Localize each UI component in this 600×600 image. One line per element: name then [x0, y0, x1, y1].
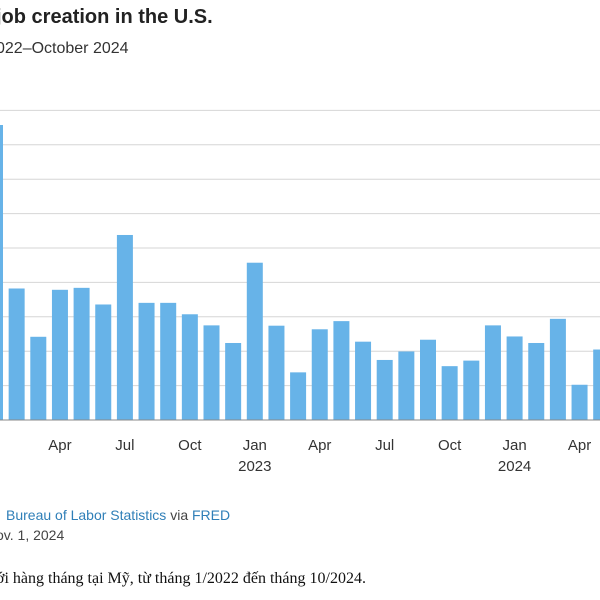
x-tick-label: Jul	[375, 437, 394, 454]
bar	[116, 234, 133, 420]
bar	[160, 302, 177, 420]
x-tick-label: Apr	[568, 437, 591, 454]
bar	[376, 359, 393, 420]
x-tick-label: Jan	[503, 437, 527, 454]
bar	[290, 372, 307, 420]
x-tick-label: Oct	[178, 437, 202, 454]
bar	[571, 384, 588, 420]
source-line: Bureau of Labor Statistics via FRED	[6, 507, 230, 523]
x-tick-label: Jan	[243, 437, 267, 454]
source-via: via	[166, 507, 192, 523]
bar	[268, 325, 285, 420]
bar	[398, 351, 415, 420]
bar	[203, 325, 220, 420]
bar	[311, 329, 328, 420]
x-year-label: 2023	[238, 458, 271, 475]
bar	[441, 366, 458, 420]
bar	[138, 302, 155, 420]
bar	[420, 339, 436, 420]
date-line: ov. 1, 2024	[0, 527, 65, 543]
chart-subtitle: 022–October 2024	[0, 40, 129, 57]
bar	[225, 342, 242, 420]
x-tick-label: Oct	[438, 437, 462, 454]
caption: ới hàng tháng tại Mỹ, từ tháng 1/2022 đế…	[0, 570, 366, 587]
bar	[8, 288, 25, 420]
bars	[0, 125, 600, 420]
bar	[549, 318, 566, 420]
chart-title: job creation in the U.S.	[0, 6, 213, 28]
x-year-label: 2024	[498, 458, 531, 475]
bar	[181, 314, 198, 420]
bar	[528, 342, 545, 420]
bar	[463, 360, 480, 420]
bar	[333, 321, 350, 420]
bar	[0, 125, 3, 420]
source-fred-link[interactable]: FRED	[192, 507, 231, 523]
bar	[95, 304, 112, 420]
bar	[30, 336, 47, 420]
source-bls-link[interactable]: Bureau of Labor Statistics	[6, 507, 167, 523]
bar	[246, 262, 263, 420]
x-axis: Apr Jul Oct Jan Apr Jul Oct Jan Apr 2023 2024	[0, 419, 600, 475]
x-tick-label: Apr	[48, 437, 71, 454]
bar	[593, 349, 600, 420]
x-tick-label: Apr	[308, 437, 331, 454]
bar	[73, 287, 90, 420]
bar-chart: Apr Jul Oct Jan Apr Jul Oct Jan Apr 2023 2024	[0, 109, 600, 475]
x-tick-label: Jul	[115, 437, 134, 454]
bar	[506, 336, 523, 420]
bar	[355, 341, 372, 420]
bar	[484, 325, 501, 420]
bar	[51, 289, 68, 420]
